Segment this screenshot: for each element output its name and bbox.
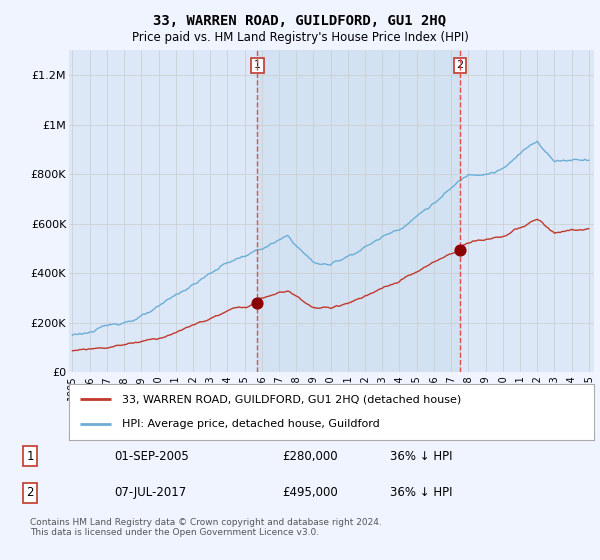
Bar: [257, 50, 460, 372]
Text: 2: 2: [26, 486, 34, 500]
Point: [455, 245, 465, 254]
Text: Price paid vs. HM Land Registry's House Price Index (HPI): Price paid vs. HM Land Registry's House …: [131, 31, 469, 44]
Text: 01-SEP-2005: 01-SEP-2005: [114, 450, 189, 463]
Text: 2: 2: [457, 60, 464, 71]
Text: £495,000: £495,000: [282, 486, 338, 500]
Text: 1: 1: [26, 450, 34, 463]
Point: [253, 298, 262, 307]
Text: 1: 1: [254, 60, 261, 71]
Text: 07-JUL-2017: 07-JUL-2017: [114, 486, 186, 500]
Text: 33, WARREN ROAD, GUILDFORD, GU1 2HQ (detached house): 33, WARREN ROAD, GUILDFORD, GU1 2HQ (det…: [121, 394, 461, 404]
Text: 36% ↓ HPI: 36% ↓ HPI: [390, 450, 452, 463]
Text: £280,000: £280,000: [282, 450, 338, 463]
Text: 36% ↓ HPI: 36% ↓ HPI: [390, 486, 452, 500]
Text: Contains HM Land Registry data © Crown copyright and database right 2024.
This d: Contains HM Land Registry data © Crown c…: [30, 518, 382, 538]
Text: HPI: Average price, detached house, Guildford: HPI: Average price, detached house, Guil…: [121, 419, 379, 429]
Text: 33, WARREN ROAD, GUILDFORD, GU1 2HQ: 33, WARREN ROAD, GUILDFORD, GU1 2HQ: [154, 14, 446, 28]
